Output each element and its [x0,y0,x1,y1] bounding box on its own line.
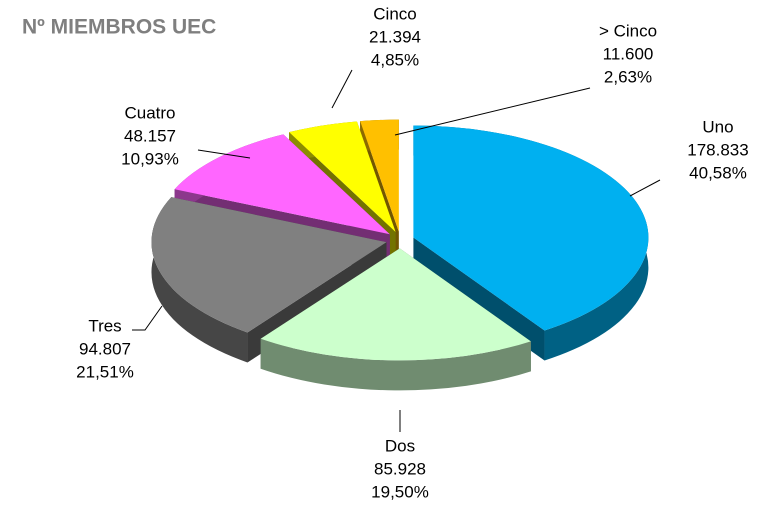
slice [360,119,399,232]
percent-label: 19,50% [371,482,429,501]
slice-side [260,338,531,391]
percent-label: 21,51% [76,362,134,381]
value-label: 21.394 [369,27,421,46]
value-label: 178.833 [687,140,748,159]
leader-line [132,305,163,331]
slice [289,121,396,233]
chart-title: Nº MIEMBROS UEC [22,16,216,39]
slice-label: Cinco [373,4,416,23]
value-label: 85.928 [374,459,426,478]
leader-line [197,149,251,159]
slice [260,248,531,361]
slice [151,197,387,333]
percent-label: 40,58% [689,163,747,182]
leader-line [629,179,661,197]
slice [174,134,390,235]
slice-label: Uno [702,117,733,136]
value-label: 94.807 [79,339,131,358]
leader-line [394,87,591,136]
value-label: 11.600 [603,44,654,63]
slice-label: Dos [385,436,415,455]
percent-label: 2,63% [604,67,652,86]
percent-label: 4,85% [371,50,419,69]
percent-label: 10,93% [121,149,179,168]
leader-line [331,69,353,109]
slice [413,125,649,331]
slice-side [151,197,248,363]
value-label: 48.157 [124,126,176,145]
slice-label: Cuatro [124,103,175,122]
slice-label: > Cinco [599,21,657,40]
pie [151,119,649,391]
slice-label: Tres [88,316,121,335]
